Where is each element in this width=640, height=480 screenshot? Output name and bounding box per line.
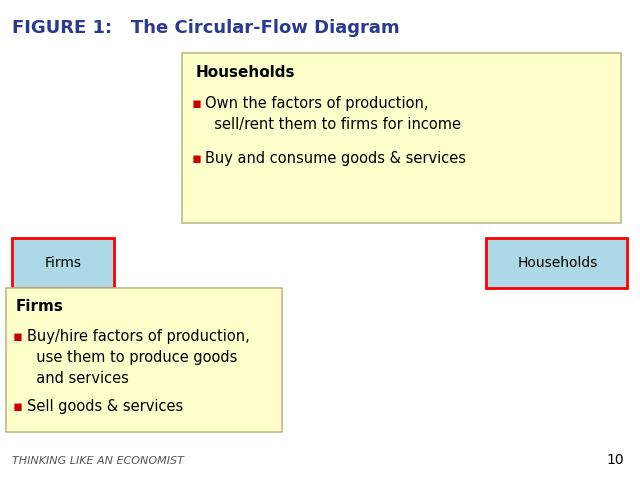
Text: 10: 10 [606, 453, 624, 467]
Text: Firms: Firms [16, 299, 64, 313]
Text: ▪: ▪ [13, 399, 22, 414]
Text: Households: Households [195, 65, 294, 80]
Text: Buy/hire factors of production,
  use them to produce goods
  and services: Buy/hire factors of production, use them… [27, 329, 250, 386]
Text: Buy and consume goods & services: Buy and consume goods & services [205, 151, 466, 166]
Text: ▪: ▪ [192, 151, 202, 166]
Text: Firms: Firms [44, 255, 81, 270]
FancyBboxPatch shape [486, 238, 627, 288]
Text: FIGURE 1:   The Circular-Flow Diagram: FIGURE 1: The Circular-Flow Diagram [12, 19, 399, 37]
Text: ▪: ▪ [192, 96, 202, 111]
FancyBboxPatch shape [12, 238, 114, 288]
Text: :: : [264, 65, 269, 80]
FancyBboxPatch shape [182, 53, 621, 223]
Text: ▪: ▪ [13, 329, 22, 344]
Text: :: : [53, 299, 58, 313]
FancyBboxPatch shape [6, 288, 282, 432]
Text: Sell goods & services: Sell goods & services [27, 399, 183, 414]
Text: Households: Households [517, 255, 598, 270]
Text: THINKING LIKE AN ECONOMIST: THINKING LIKE AN ECONOMIST [12, 456, 184, 466]
Text: Own the factors of production,
  sell/rent them to firms for income: Own the factors of production, sell/rent… [205, 96, 461, 132]
